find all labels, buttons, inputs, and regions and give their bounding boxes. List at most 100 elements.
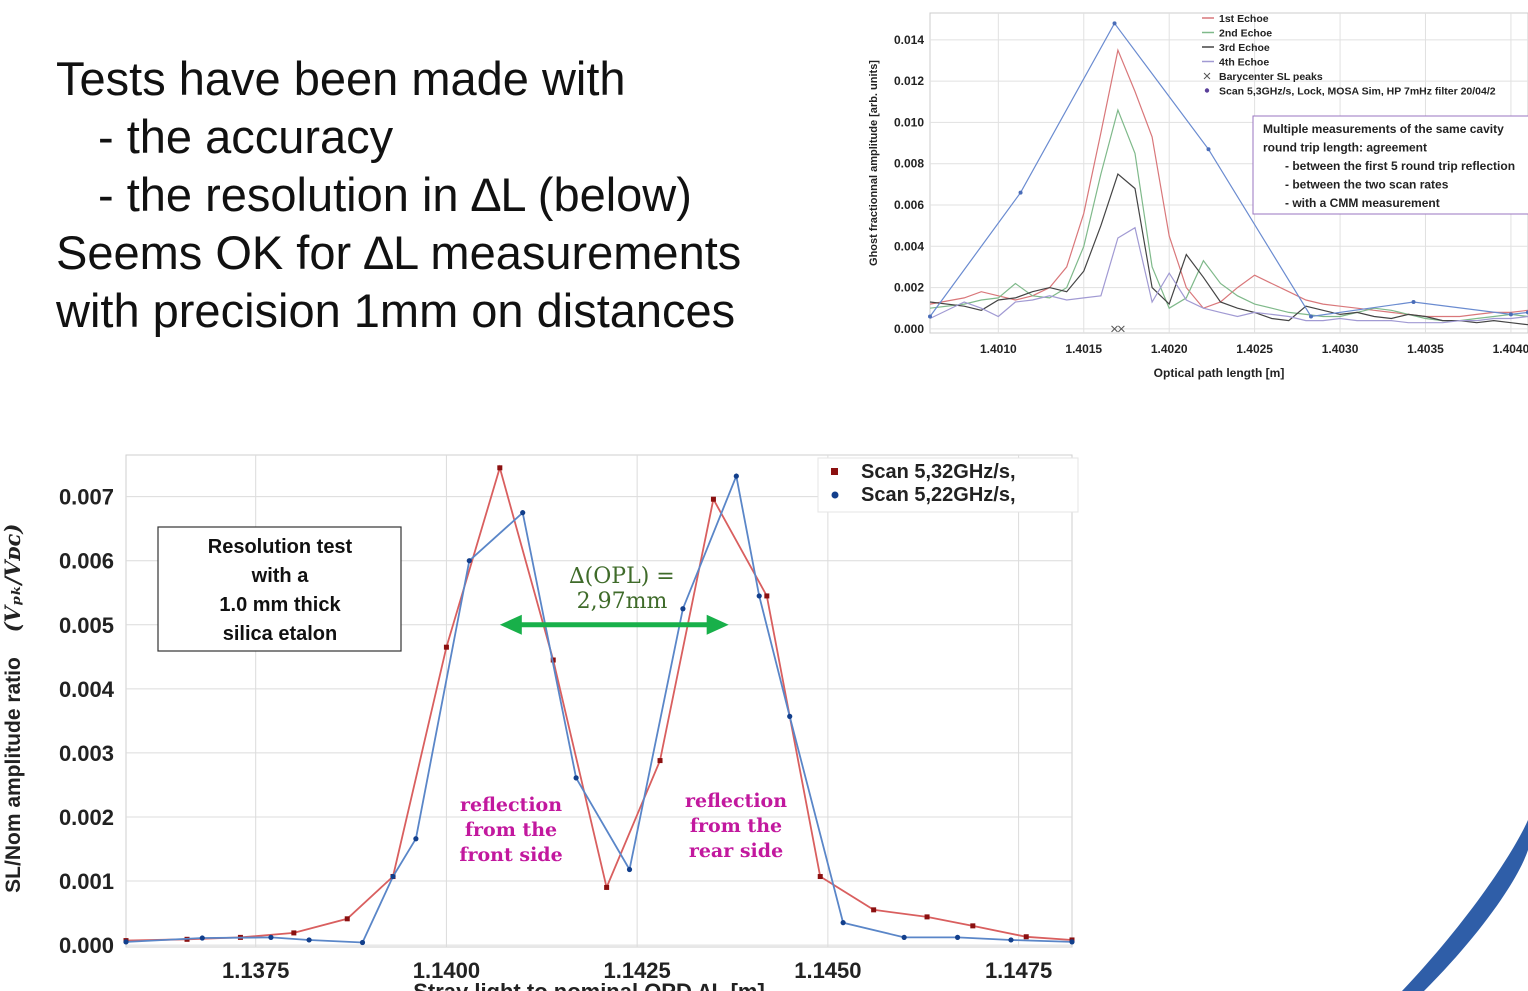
data-point [710,496,716,502]
legend-marker [831,491,839,499]
scan-point [1112,21,1117,26]
x-axis-label: Optical path length [m] [1154,366,1285,380]
series-line-3 [929,226,1528,324]
y-tick-label: 0.002 [894,281,924,295]
y-tick-label: 0.004 [894,239,924,253]
slide-text-line: with precision 1mm on distances [56,284,736,337]
legend-entry: 2nd Echoe [1219,28,1272,40]
data-point [840,920,846,926]
annotation-box [1252,115,1528,215]
data-point [657,758,663,764]
data-point [970,923,976,929]
resolution-box-line: silica etalon [223,623,338,645]
annotation-line: round trip length: agreement [1263,141,1427,155]
annotation-front-line: reflection [460,794,562,816]
series-line-2 [929,172,1528,326]
y-tick-label: 0.000 [894,322,924,336]
annotation-line: - between the first 5 round trip reflect… [1285,159,1515,173]
data-point [291,930,297,936]
annotation-front-line: front side [459,844,562,866]
scan-point [1206,147,1211,152]
y-tick-label: 0.000 [59,933,114,958]
y-tick-label: 0.003 [59,741,114,766]
data-point [764,593,770,599]
data-point [871,907,877,913]
data-point [787,713,793,719]
series-line-5 [929,22,1528,318]
x-tick-label: 1.1400 [413,958,480,983]
data-point [756,593,762,599]
legend-box [817,457,1079,513]
y-tick-label: 0.002 [59,805,114,830]
y-tick-label: 0.001 [59,869,114,894]
data-point [390,873,396,880]
data-point [1008,937,1014,943]
annotation-line: - between the two scan rates [1285,178,1449,192]
delta-arrow-head-right [706,614,729,635]
swoosh-shape [1402,820,1528,991]
annotation-rear-line: rear side [689,840,783,862]
y-tick-label: 0.012 [894,74,924,88]
data-point [306,937,312,943]
resolution-box-line: 1.0 mm thick [219,594,341,616]
slide-text-line: Tests have been made with [56,52,626,105]
y-axis-label: Ghost fractionnal amplitude [arb. units] [868,60,880,266]
resolution-box [157,526,402,652]
scan-point [1309,314,1314,319]
y-tick-label: 0.006 [59,549,114,574]
data-point [359,939,366,946]
delta-label-line: 2,97mm [577,589,668,614]
slide-text-block: Tests have been made with - the accuracy… [56,50,856,340]
x-axis-label: Stray light to nominal OPD ∆L [m] [413,979,765,991]
data-point [817,874,823,880]
delta-arrow-head-left [499,614,522,635]
annotation-line: - with a CMM measurement [1285,196,1440,210]
x-tick-label: 1.4015 [1065,342,1102,356]
x-tick-label: 1.4025 [1236,342,1273,356]
data-point [1069,939,1075,945]
scan-point [1508,312,1513,317]
legend-marker [831,468,838,475]
legend-entry: Barycenter SL peaks [1219,71,1323,83]
legend-marker [1204,88,1210,93]
annotation-front-line: from the [465,819,557,841]
legend-entry: 4th Echoe [1219,57,1269,69]
data-point [199,935,205,941]
data-point [901,934,907,940]
legend-marker [1203,72,1211,80]
data-point [344,916,350,922]
y-axis-formula: (Vₚₖ/Vᴅᴄ) [0,524,25,633]
x-tick-label: 1.4040 [1493,342,1528,356]
scan-point [928,314,932,319]
resolution-chart: 1.1375 1.1400 1.1425 1.1450 1.1475 0.000 0.001… [0,454,1079,991]
y-tick-label: 0.007 [59,485,114,510]
data-point [497,465,503,471]
y-tick-label: 0.006 [894,198,924,212]
y-tick-label: 0.004 [59,677,115,702]
data-point [924,914,930,920]
data-point [123,939,129,945]
slide-text-line: - the resolution in ∆L (below) [98,168,692,221]
x-tick-label: 1.4010 [980,342,1017,356]
data-point [626,866,633,873]
annotation-rear-line: reflection [685,790,787,812]
scan-point [1018,190,1023,195]
annotation-rear-line: from the [690,815,782,837]
x-tick-label: 1.1425 [603,958,670,983]
resolution-box-line: Resolution test [208,536,353,558]
x-tick-label: 1.4035 [1407,342,1444,356]
data-point [466,558,472,564]
data-point [954,934,961,940]
legend-entry: Scan 5,22GHz/s, [861,484,1016,506]
data-point [680,606,686,612]
data-point [268,934,274,940]
data-point [733,473,739,479]
x-tick-label: 1.4020 [1151,342,1188,356]
slide-text-line: - the accuracy [98,110,394,163]
data-point [443,644,449,650]
x-tick-label: 1.4030 [1322,342,1359,356]
delta-label-line: ∆(OPL) = [569,564,674,589]
slide-text-line: Seems OK for ∆L measurements [56,226,742,279]
y-tick-label: 0.010 [894,115,924,129]
x-tick-label: 1.1475 [985,958,1052,983]
